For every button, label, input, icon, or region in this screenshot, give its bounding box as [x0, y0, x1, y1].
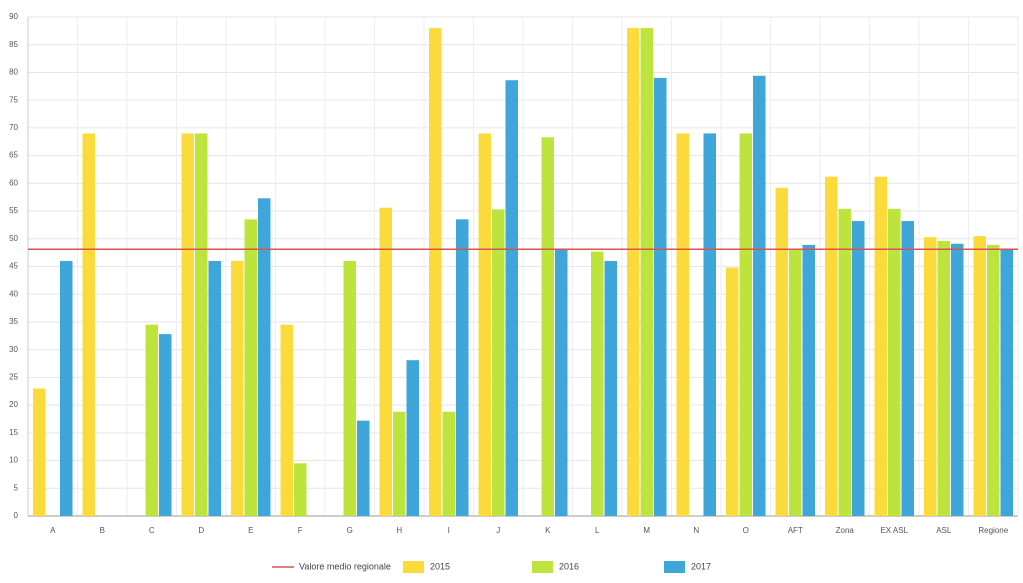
legend-label: 2015	[430, 561, 450, 571]
y-tick-label: 30	[9, 345, 18, 354]
x-tick-label: AFT	[788, 526, 803, 535]
y-tick-label: 50	[9, 234, 18, 243]
x-tick-label: EX ASL	[880, 526, 908, 535]
y-tick-label: 70	[9, 123, 18, 132]
y-tick-label: 5	[14, 483, 19, 492]
bar	[901, 221, 914, 516]
x-tick-label: I	[448, 526, 450, 535]
bar	[244, 219, 257, 516]
bar	[357, 420, 370, 516]
y-tick-label: 55	[9, 206, 18, 215]
x-tick-label: Zona	[836, 526, 855, 535]
y-tick-label: 60	[9, 178, 18, 187]
bar	[231, 260, 244, 516]
bar	[379, 207, 392, 516]
y-tick-label: 25	[9, 372, 18, 381]
bar	[591, 251, 604, 516]
bar	[280, 324, 293, 516]
x-tick-label: L	[595, 526, 600, 535]
legend-swatch	[532, 561, 553, 573]
bar	[33, 388, 46, 516]
x-tick-label: O	[743, 526, 749, 535]
bar	[789, 249, 802, 516]
bar	[604, 260, 617, 516]
bar	[838, 208, 851, 517]
bar	[825, 176, 838, 516]
x-tick-label: F	[298, 526, 303, 535]
bar	[456, 219, 469, 516]
bar	[181, 133, 194, 516]
bar	[726, 267, 739, 516]
x-tick-label: A	[50, 526, 56, 535]
y-tick-label: 90	[9, 12, 18, 21]
bar	[703, 133, 716, 516]
bar	[145, 324, 158, 516]
x-tick-label: N	[693, 526, 699, 535]
bar	[951, 243, 964, 517]
y-tick-label: 65	[9, 151, 18, 160]
y-tick-label: 35	[9, 317, 18, 326]
y-tick-label: 10	[9, 456, 18, 465]
x-tick-label: E	[248, 526, 253, 535]
bar	[82, 133, 95, 516]
x-tick-label: J	[496, 526, 500, 535]
bar	[739, 133, 752, 516]
x-tick-label: H	[396, 526, 402, 535]
bar	[208, 260, 221, 516]
y-tick-label: 85	[9, 40, 18, 49]
bar	[852, 221, 865, 516]
legend-swatch	[664, 561, 685, 573]
x-tick-label: ASL	[936, 526, 952, 535]
bar	[627, 28, 640, 516]
x-tick-label: B	[100, 526, 105, 535]
bar	[987, 244, 1000, 517]
bar	[429, 28, 442, 516]
bar	[393, 411, 406, 516]
y-tick-label: 0	[14, 511, 19, 520]
bar	[775, 187, 788, 516]
bar	[924, 237, 937, 516]
bar	[654, 77, 667, 516]
x-tick-label: D	[198, 526, 204, 535]
bar	[442, 411, 455, 516]
y-tick-label: 80	[9, 68, 18, 77]
bar	[753, 75, 766, 516]
x-tick-label: Regione	[978, 526, 1008, 535]
y-tick-label: 75	[9, 95, 18, 104]
bar	[973, 236, 986, 516]
bar	[478, 133, 491, 516]
bar	[505, 80, 518, 516]
legend-label: 2016	[559, 561, 579, 571]
bar	[258, 198, 271, 516]
bar	[60, 260, 73, 516]
x-tick-label: M	[643, 526, 650, 535]
bar	[676, 133, 689, 516]
legend-label: Valore medio regionale	[299, 561, 391, 571]
bar	[492, 209, 505, 517]
bar	[159, 334, 172, 516]
y-tick-label: 40	[9, 289, 18, 298]
bar	[640, 28, 653, 516]
y-tick-label: 15	[9, 428, 18, 437]
bar	[937, 240, 950, 517]
x-tick-label: K	[545, 526, 551, 535]
bar	[343, 260, 356, 516]
bar	[802, 244, 815, 517]
bar	[294, 463, 307, 516]
legend-swatch	[403, 561, 424, 573]
x-tick-label: C	[149, 526, 155, 535]
bar	[555, 249, 568, 516]
bar	[195, 133, 208, 516]
bar	[1000, 249, 1013, 516]
y-tick-label: 45	[9, 262, 18, 271]
x-tick-label: G	[347, 526, 353, 535]
bar	[406, 360, 419, 516]
bar	[888, 208, 901, 517]
y-tick-label: 20	[9, 400, 18, 409]
legend-label: 2017	[691, 561, 711, 571]
bar	[541, 137, 554, 516]
bar	[874, 176, 887, 516]
